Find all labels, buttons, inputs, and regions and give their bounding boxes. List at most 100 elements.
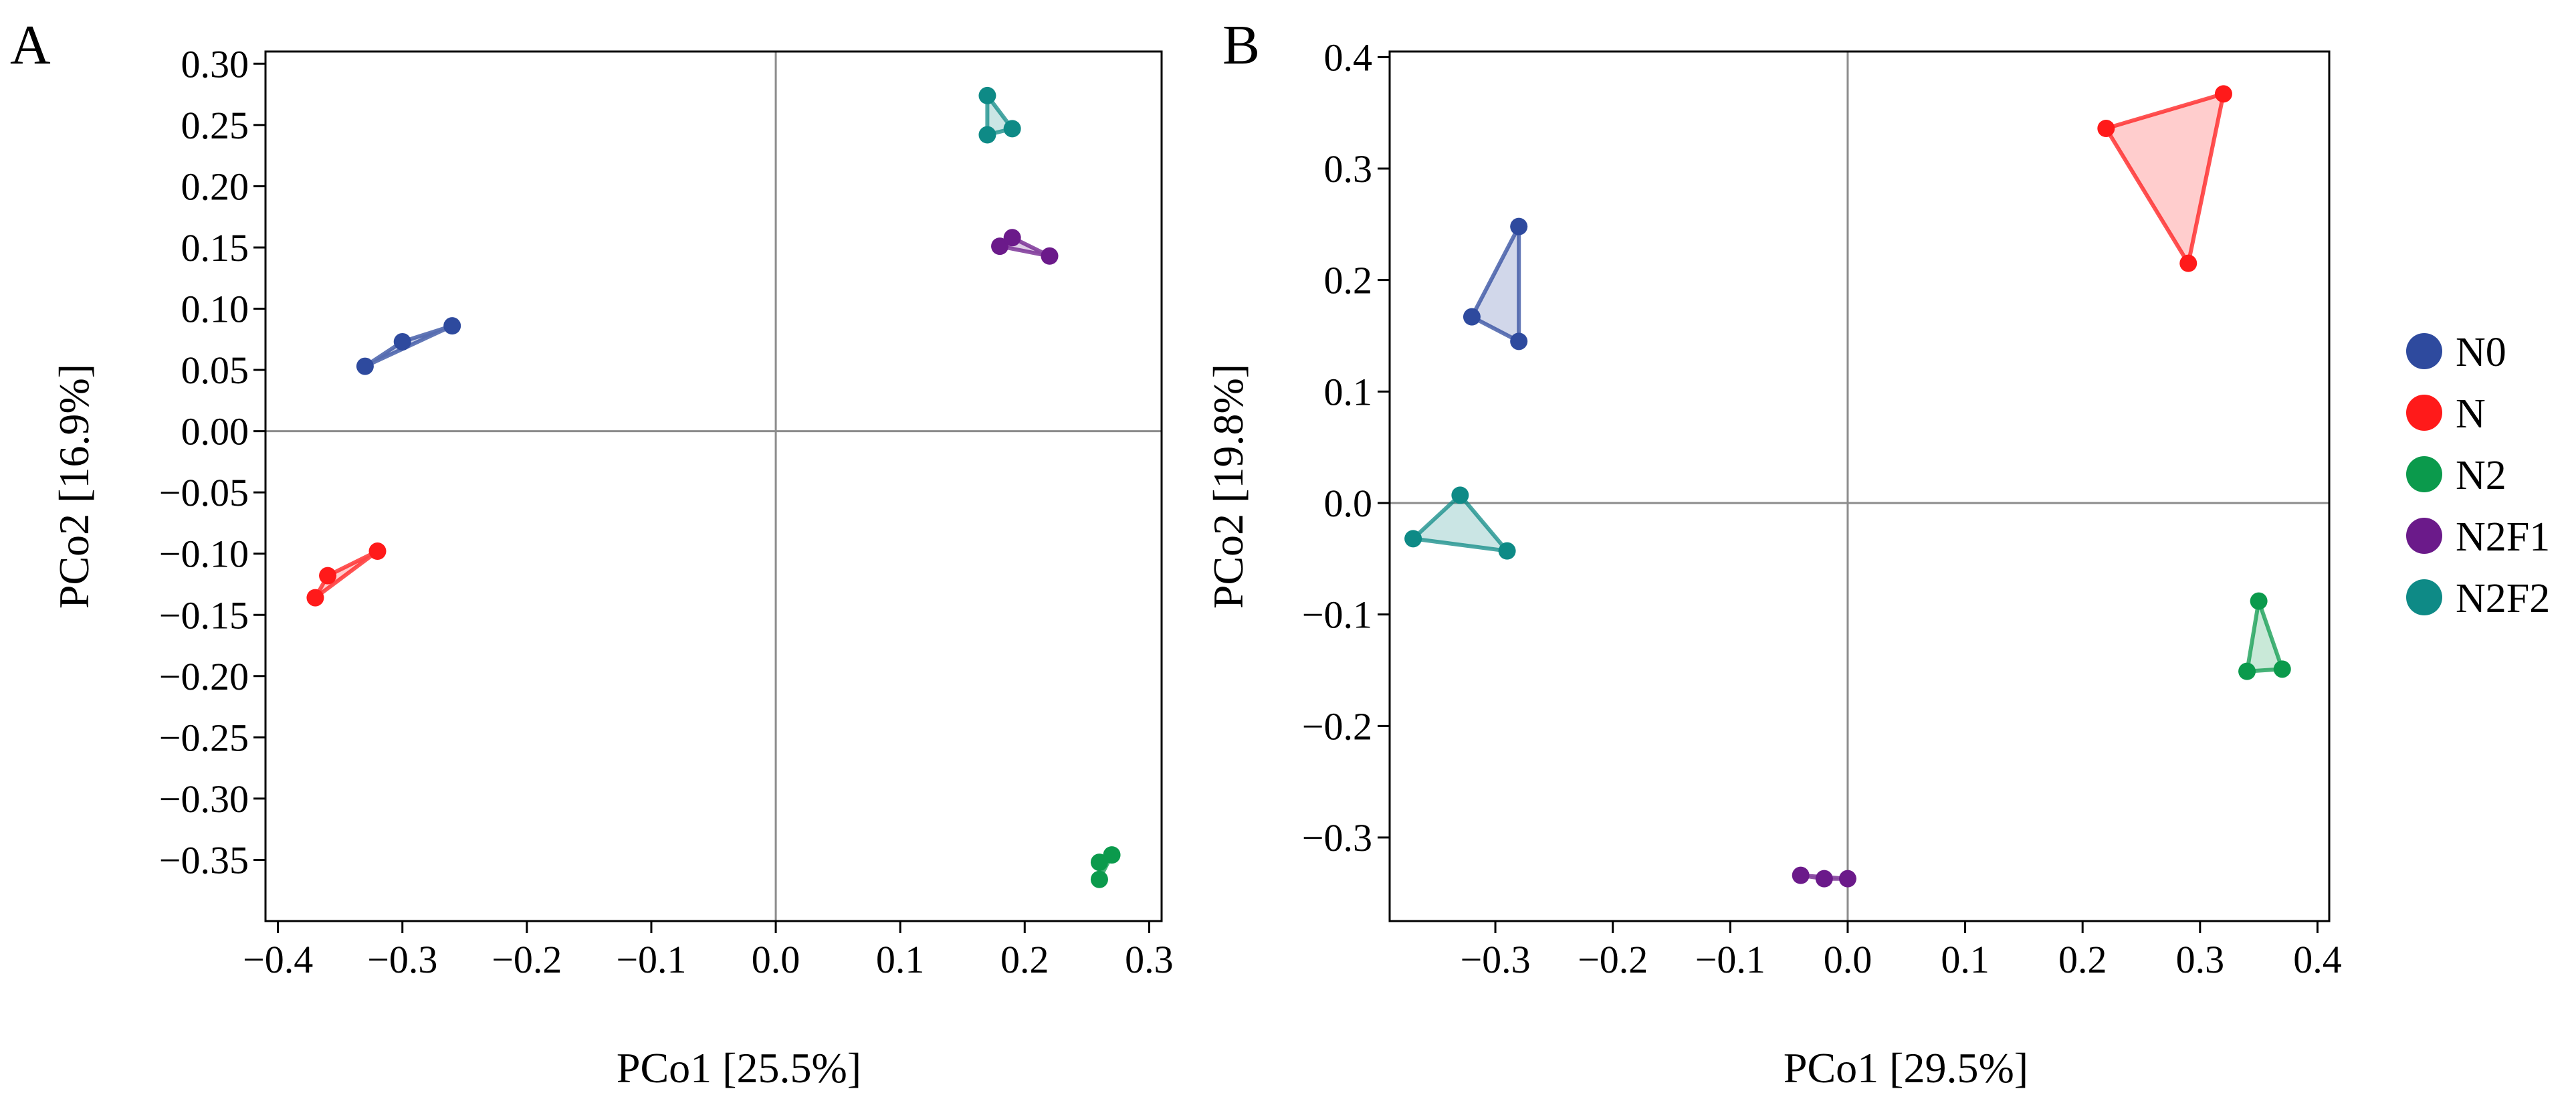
x-tick-label: 0.1 [876, 938, 925, 981]
point-n2 [1090, 870, 1108, 888]
x-tick-label: −0.1 [1695, 938, 1765, 981]
point-n0 [1463, 308, 1481, 326]
point-n2f2 [1404, 530, 1422, 548]
y-tick-label: 0.10 [181, 288, 249, 331]
legend-swatch [2406, 518, 2442, 554]
hull-n [2104, 92, 2226, 266]
series-n [2097, 85, 2232, 272]
x-tick-label: 0.3 [2176, 938, 2225, 981]
point-n2f2 [1498, 542, 1516, 560]
hull-n0 [1469, 224, 1521, 344]
plot-frame [264, 50, 1163, 922]
point-n2f2 [978, 126, 996, 144]
point-n2f1 [1838, 870, 1856, 888]
legend: N0 N N2 N2F1 N2F2 [2406, 330, 2550, 621]
x-tick-label: 0.2 [1000, 938, 1049, 981]
y-tick-label: 0.20 [181, 165, 249, 208]
point-n2f1 [1003, 229, 1021, 247]
y-axis-title: PCo2 [19.8%] [1204, 364, 1252, 609]
y-tick-label: −0.10 [159, 532, 249, 576]
y-tick-label: −0.15 [159, 593, 249, 637]
y-tick-label: −0.35 [159, 838, 249, 882]
point-n0 [393, 332, 411, 350]
y-tick-label: 0.4 [1324, 35, 1373, 79]
point-n [2097, 120, 2115, 137]
x-tick-label: −0.3 [1460, 938, 1530, 981]
y-tick-label: −0.3 [1302, 816, 1372, 860]
panel-letter: A [10, 14, 51, 76]
point-n2f2 [1451, 486, 1469, 504]
x-tick-label: 0.4 [2293, 938, 2342, 981]
point-n [2179, 254, 2197, 272]
point-n0 [1510, 217, 1528, 235]
point-n2 [2250, 592, 2268, 610]
y-tick-label: 0.0 [1324, 482, 1373, 525]
y-tick-label: 0.25 [181, 104, 249, 147]
x-tick-label: −0.3 [367, 938, 437, 981]
y-tick-label: −0.05 [159, 471, 249, 514]
legend-label: N2F2 [2456, 576, 2550, 621]
legend-item-n: N [2406, 391, 2486, 437]
panel-letter: B [1222, 14, 1260, 76]
point-n2 [2238, 662, 2256, 680]
x-tick-label: −0.1 [616, 938, 686, 981]
series-n [306, 542, 387, 607]
x-tick-label: 0.0 [1824, 938, 1872, 981]
point-n2f1 [1815, 870, 1833, 888]
series-n2f1 [1792, 866, 1856, 888]
legend-item-n2: N2 [2406, 453, 2506, 498]
y-tick-label: 0.00 [181, 410, 249, 454]
x-tick-label: 0.1 [1941, 938, 1990, 981]
y-tick-label: 0.15 [181, 226, 249, 270]
legend-item-n2f2: N2F2 [2406, 576, 2550, 621]
point-n0 [356, 357, 374, 375]
legend-item-n2f1: N2F1 [2406, 514, 2550, 560]
point-n [368, 542, 387, 561]
point-n [2214, 85, 2232, 103]
legend-label: N2 [2456, 453, 2506, 498]
x-tick-label: −0.2 [492, 938, 562, 981]
legend-item-n0: N0 [2406, 330, 2506, 375]
series-n0 [356, 317, 461, 375]
point-n2f1 [1792, 866, 1810, 884]
x-axis-title: PCo1 [25.5%] [617, 1044, 861, 1092]
legend-label: N [2456, 391, 2486, 437]
panel-a: A −0.4 −0.3 −0.2 −0.1 0.0 0.1 0.2 0.3 0.30 0.25 0.2… [10, 14, 1174, 1092]
x-tick-label: −0.2 [1578, 938, 1648, 981]
legend-swatch [2406, 579, 2442, 615]
y-tick-label: 0.2 [1324, 259, 1373, 302]
y-tick-label: −0.30 [159, 777, 249, 821]
legend-label: N2F1 [2456, 514, 2550, 560]
point-n2f2 [978, 86, 996, 104]
y-tick-label: 0.1 [1324, 370, 1373, 413]
x-tick-label: −0.4 [243, 938, 313, 981]
y-axis-title: PCo2 [16.9%] [50, 364, 98, 609]
series-n0 [1463, 217, 1528, 350]
series-n2 [1090, 846, 1121, 888]
legend-swatch [2406, 333, 2442, 369]
point-n0 [1510, 332, 1528, 350]
point-n [319, 567, 337, 585]
series-n2f1 [991, 229, 1059, 265]
y-tick-label: −0.2 [1302, 704, 1372, 748]
x-tick-label: 0.2 [2058, 938, 2107, 981]
point-n2 [1103, 846, 1121, 864]
x-tick-label: 0.0 [752, 938, 800, 981]
point-n [306, 589, 324, 607]
point-n2f1 [1041, 247, 1059, 265]
point-n2 [2273, 660, 2291, 678]
legend-label: N0 [2456, 330, 2506, 375]
y-tick-label: 0.3 [1324, 147, 1373, 191]
legend-swatch [2406, 456, 2442, 492]
x-axis-title: PCo1 [29.5%] [1784, 1044, 2028, 1092]
point-n2f1 [991, 237, 1009, 256]
series-n2f2 [978, 86, 1021, 144]
hull-n2 [2245, 599, 2284, 674]
y-tick-label: −0.25 [159, 716, 249, 759]
y-tick-label: 0.05 [181, 348, 249, 392]
y-tick-label: −0.20 [159, 655, 249, 698]
y-tick-label: 0.30 [181, 42, 249, 86]
hull-n [313, 549, 380, 600]
x-tick-label: 0.3 [1125, 938, 1174, 981]
